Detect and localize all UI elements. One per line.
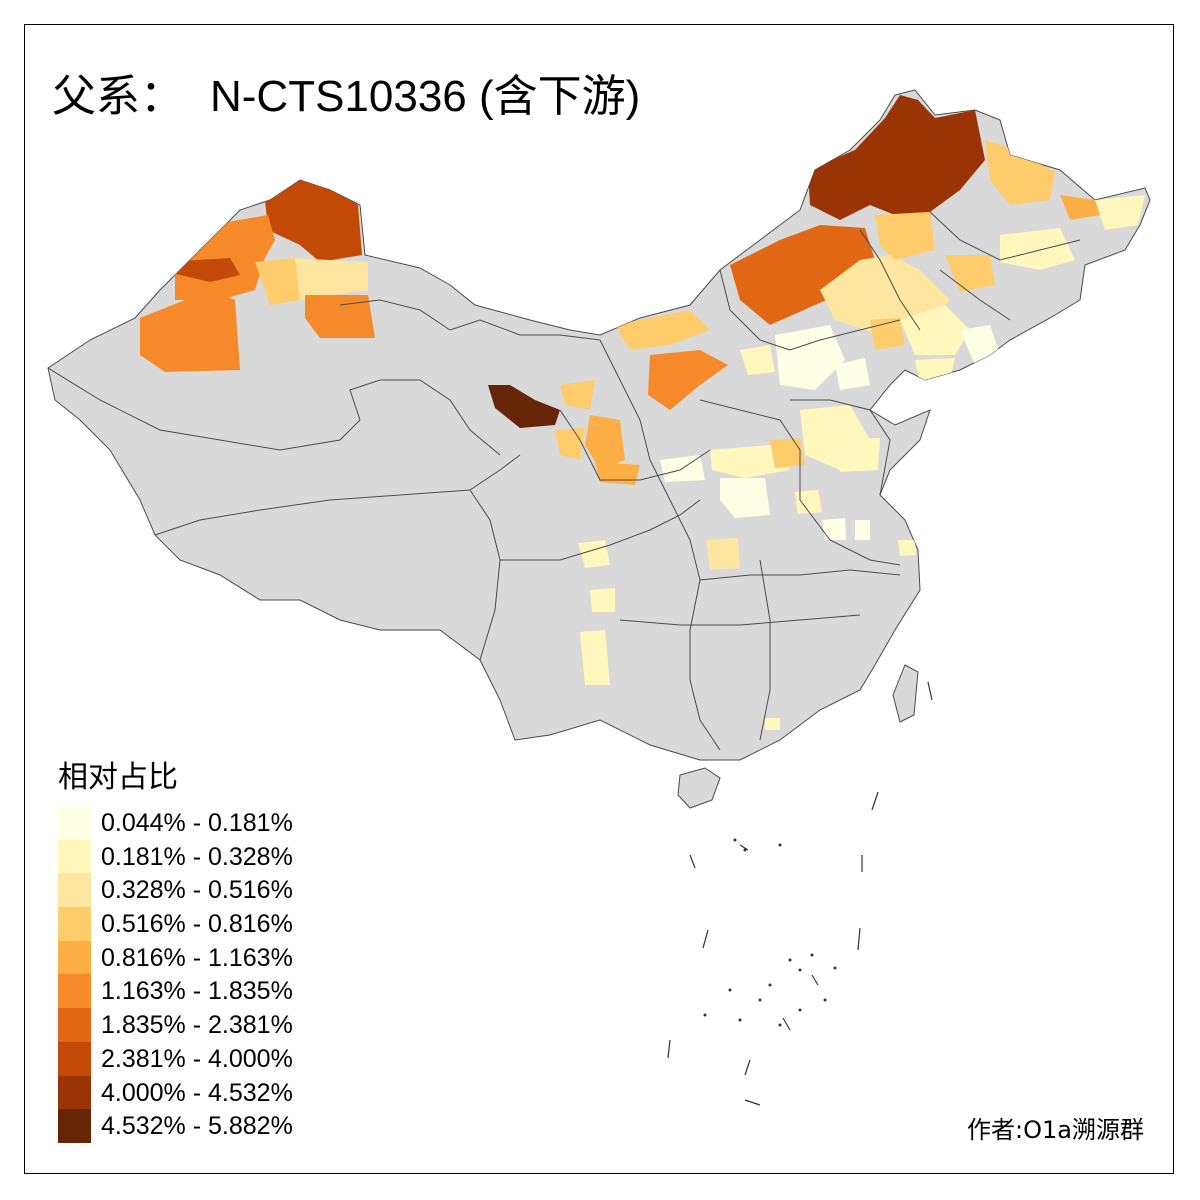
region-dandong <box>960 325 1000 365</box>
region-heihe <box>985 140 1055 205</box>
legend-label: 0.816% - 1.163% <box>101 943 293 972</box>
region-guangzhou <box>765 718 780 730</box>
taiwan <box>892 664 919 723</box>
title-haplogroup: N-CTS10336 (含下游) <box>210 72 641 121</box>
region-chaoyang <box>870 318 905 350</box>
region-liaoning-w <box>900 305 970 355</box>
legend-label: 0.328% - 0.516% <box>101 876 293 905</box>
legend-swatch <box>58 806 91 840</box>
legend-swatch <box>58 1109 91 1143</box>
region-alxa <box>615 310 710 350</box>
region-jiamusi <box>1060 195 1100 220</box>
region-wuwei <box>560 380 595 410</box>
region-huaian <box>822 518 846 540</box>
legend-swatch <box>58 1075 91 1110</box>
legend-label: 2.381% - 4.000% <box>101 1044 293 1073</box>
region-altay <box>265 178 362 262</box>
region-dalian <box>915 358 955 385</box>
legend-label: 4.000% - 4.532% <box>101 1078 293 1107</box>
region-beijing <box>835 358 870 390</box>
region-xuzhou <box>795 490 822 514</box>
legend-label: 1.163% - 1.835% <box>101 977 293 1006</box>
legend-swatch <box>58 1041 91 1076</box>
region-hinggan <box>875 212 935 260</box>
region-changji <box>290 258 368 300</box>
region-mudanjiang <box>1000 228 1075 270</box>
page-title: 父系： N-CTS10336 (含下游) <box>52 60 640 124</box>
region-liangshan <box>580 630 610 685</box>
south-sea-islands <box>667 681 933 1106</box>
hainan <box>677 767 721 809</box>
legend-swatch <box>58 873 91 908</box>
legend-title: 相对占比 <box>58 760 178 795</box>
prefecture-fills <box>140 95 1145 730</box>
legend-swatch <box>58 1008 91 1042</box>
region-henan <box>720 478 770 518</box>
legend-swatch <box>58 940 91 975</box>
region-yangzhou <box>855 520 870 540</box>
region-bayannur <box>648 350 728 410</box>
region-hulunbuir <box>808 95 985 220</box>
region-zhangye <box>488 385 560 428</box>
region-shandong <box>830 438 880 472</box>
region-shanghai <box>898 540 916 556</box>
legend-swatch <box>58 907 91 941</box>
region-hebei-n <box>775 325 845 390</box>
region-xilingol <box>730 225 875 325</box>
legend-label: 0.044% - 0.181% <box>101 809 293 837</box>
author-credit: 作者:O1a溯源群 <box>967 1116 1144 1144</box>
region-yaan <box>590 588 615 612</box>
legend-swatch <box>58 839 91 874</box>
region-nanyang <box>706 538 740 570</box>
region-baotou <box>740 345 775 375</box>
region-xingtai <box>770 438 805 468</box>
legend-label: 1.835% - 2.381% <box>101 1011 293 1040</box>
legend-label: 0.181% - 0.328% <box>101 842 293 871</box>
region-baiyin <box>585 415 625 470</box>
title-prefix: 父系： <box>52 72 184 121</box>
region-ili <box>140 290 240 372</box>
province-borders <box>47 211 1081 751</box>
legend-label: 4.532% - 5.882% <box>101 1112 293 1141</box>
legend-swatch <box>58 974 91 1009</box>
island-dots <box>703 838 837 1027</box>
region-shanxi <box>710 445 790 478</box>
region-urumqi <box>255 258 300 305</box>
region-tianshui <box>595 462 640 485</box>
legend-label: 0.516% - 0.816% <box>101 910 293 939</box>
region-jixi <box>1095 195 1145 230</box>
region-turpan <box>305 295 375 338</box>
